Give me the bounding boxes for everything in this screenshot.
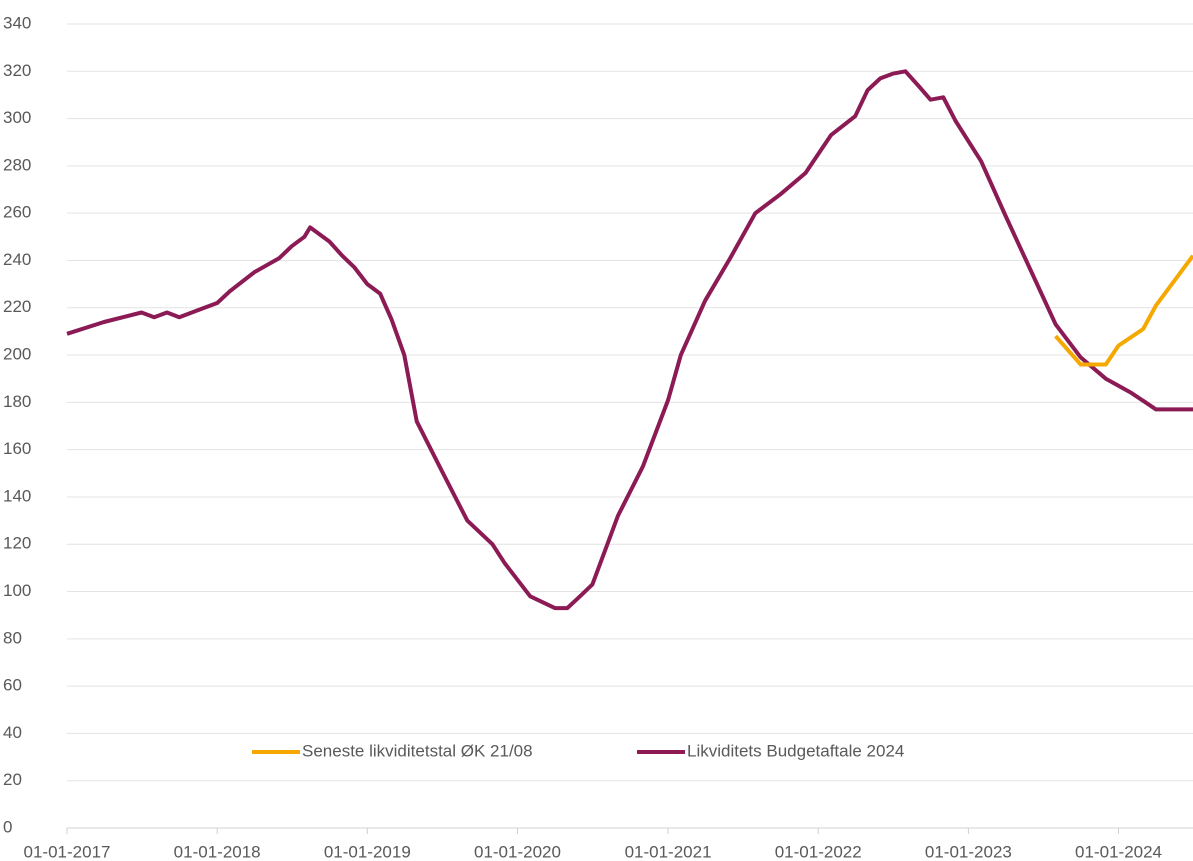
y-tick-label: 0 bbox=[3, 817, 12, 836]
y-tick-label: 200 bbox=[3, 345, 31, 364]
y-tick-label: 280 bbox=[3, 155, 31, 174]
y-tick-label: 60 bbox=[3, 676, 22, 695]
x-tick-label: 01-01-2023 bbox=[925, 842, 1012, 861]
legend-label: Likviditets Budgetaftale 2024 bbox=[687, 741, 904, 760]
x-tick-label: 01-01-2020 bbox=[474, 842, 561, 861]
series-line bbox=[66, 69, 1193, 611]
y-tick-label: 40 bbox=[3, 723, 22, 742]
y-tick-label: 180 bbox=[3, 392, 31, 411]
y-tick-label: 100 bbox=[3, 581, 31, 600]
y-tick-label: 140 bbox=[3, 486, 31, 505]
y-tick-label: 240 bbox=[3, 250, 31, 269]
x-tick-label: 01-01-2021 bbox=[625, 842, 712, 861]
x-tick-label: 01-01-2022 bbox=[775, 842, 862, 861]
y-tick-label: 340 bbox=[3, 13, 31, 32]
x-tick-label: 01-01-2017 bbox=[24, 842, 111, 861]
y-tick-label: 220 bbox=[3, 297, 31, 316]
y-tick-label: 20 bbox=[3, 770, 22, 789]
x-tick-label: 01-01-2018 bbox=[174, 842, 261, 861]
x-tick-label: 01-01-2024 bbox=[1075, 842, 1162, 861]
y-tick-label: 160 bbox=[3, 439, 31, 458]
y-tick-label: 300 bbox=[3, 108, 31, 127]
legend-label: Seneste likviditetstal ØK 21/08 bbox=[302, 741, 533, 760]
y-tick-label: 80 bbox=[3, 628, 22, 647]
y-tick-label: 120 bbox=[3, 534, 31, 553]
x-tick-label: 01-01-2019 bbox=[324, 842, 411, 861]
y-tick-label: 260 bbox=[3, 203, 31, 222]
series-line bbox=[1054, 254, 1193, 367]
y-tick-label: 320 bbox=[3, 61, 31, 80]
